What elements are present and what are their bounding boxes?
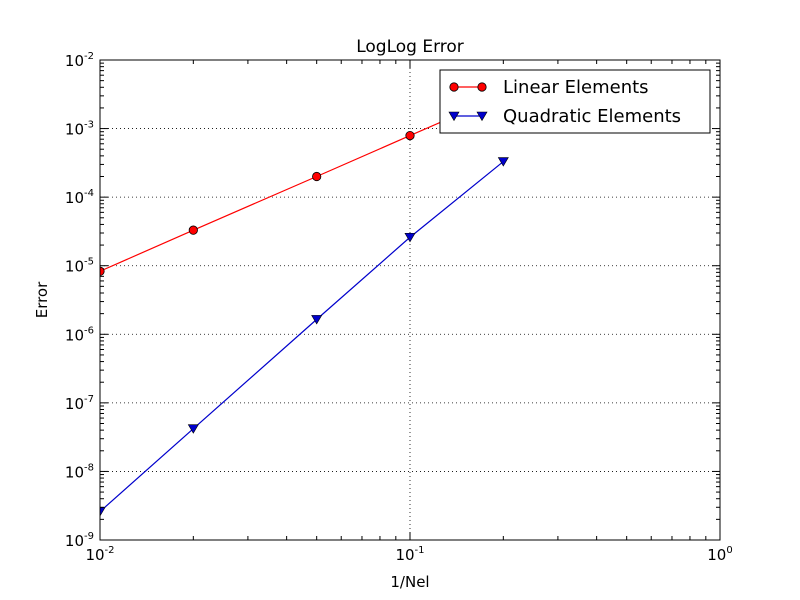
quadratic-elements-point [497, 157, 509, 167]
y-tick-label: 10-2 [65, 51, 94, 70]
quadratic-elements-point [187, 424, 199, 434]
series-quadratic-elements [100, 157, 509, 517]
linear-elements-point [188, 225, 198, 235]
legend-entry-quadratic-elements: Quadratic Elements [448, 106, 681, 127]
minor-ticks [100, 60, 720, 540]
y-tick-label: 10-7 [65, 394, 94, 413]
y-tick-label: 10-4 [65, 188, 94, 207]
legend-marker [448, 111, 460, 122]
linear-elements-point [405, 130, 415, 141]
quadratic-elements-point [100, 507, 106, 517]
y-tick-label: 10-3 [65, 120, 94, 139]
quadratic-elements-point [404, 232, 416, 243]
chart-title: LogLog Error [356, 37, 464, 57]
y-tick-label: 10-5 [65, 257, 94, 276]
legend-marker [449, 82, 459, 92]
y-tick-label: 10-6 [65, 325, 94, 344]
legend-entry-linear-elements: Linear Elements [449, 77, 649, 98]
x-axis-ticks: 10-2 10-1 100 [85, 60, 733, 564]
legend-marker [476, 111, 488, 122]
y-tick-label: 10-8 [65, 462, 94, 481]
y-axis-label: Error [33, 281, 51, 318]
y-axis-ticks: 10-9 10-8 10-7 10-6 10-5 10-4 10-3 10-2 [65, 51, 720, 550]
legend-label: Quadratic Elements [503, 106, 681, 127]
x-axis-label: 1/Nel [390, 573, 429, 591]
quadratic-elements-point [311, 315, 323, 325]
linear-elements-point [312, 171, 322, 182]
legend-box [439, 69, 711, 134]
y-tick-label: 10-9 [65, 531, 94, 550]
x-tick-label: 10-2 [85, 545, 114, 564]
legend-label: Linear Elements [503, 77, 649, 98]
legend: Linear Elements Quadratic Elements [439, 69, 711, 134]
legend-marker [477, 82, 487, 92]
x-tick-label: 100 [707, 545, 732, 564]
x-tick-label: 10-1 [395, 545, 424, 564]
